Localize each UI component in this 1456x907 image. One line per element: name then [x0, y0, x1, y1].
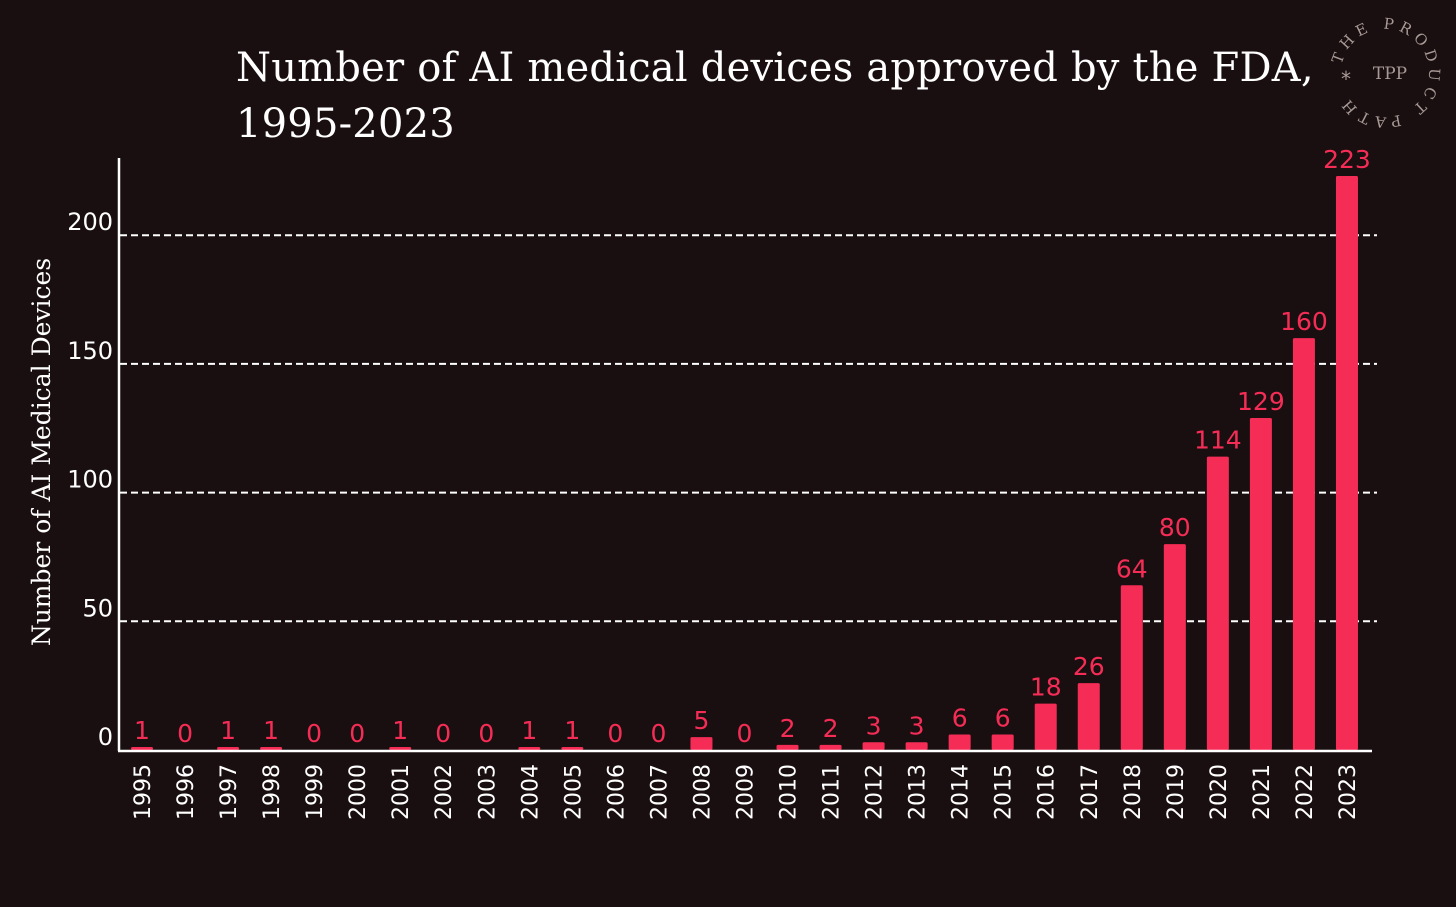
data-label-2022: 160 [1280, 307, 1328, 336]
data-label-2011: 2 [823, 714, 839, 743]
data-label-1998: 1 [263, 716, 279, 745]
chart-title-line1: Number of AI medical devices approved by… [236, 45, 1314, 91]
bar-2014 [948, 734, 971, 750]
data-label-2007: 0 [650, 719, 666, 748]
data-label-2018: 64 [1116, 554, 1148, 583]
data-label-2003: 0 [478, 719, 494, 748]
chart-title-line2: 1995-2023 [236, 101, 455, 147]
bar-1997 [217, 747, 240, 750]
data-label-2002: 0 [435, 719, 451, 748]
data-label-2006: 0 [607, 719, 623, 748]
data-label-2009: 0 [737, 719, 753, 748]
y-tick-label-200: 200 [67, 208, 113, 236]
chart-title: Number of AI medical devices approved by… [236, 40, 1316, 152]
x-tick-label-2005: 2005 [561, 764, 586, 820]
y-tick-label-100: 100 [67, 466, 113, 494]
x-tick-label-1998: 1998 [260, 764, 285, 820]
data-label-2016: 18 [1030, 673, 1062, 702]
x-tick-label-2007: 2007 [647, 764, 672, 820]
bar-2016 [1034, 703, 1057, 750]
bar-2023 [1335, 176, 1358, 750]
x-tick-label-2020: 2020 [1207, 764, 1232, 820]
y-tick-label-150: 150 [67, 337, 113, 365]
x-tick-label-2018: 2018 [1121, 764, 1146, 820]
data-label-2008: 5 [693, 706, 709, 735]
bar-2008 [690, 737, 713, 750]
bar-2021 [1249, 417, 1272, 750]
bar-2015 [991, 734, 1014, 750]
x-tick-label-2001: 2001 [389, 764, 414, 820]
x-tick-label-2010: 2010 [777, 764, 802, 820]
bar-2004 [518, 747, 541, 750]
x-tick-label-1995: 1995 [131, 764, 156, 820]
x-tick-label-2008: 2008 [690, 764, 715, 820]
data-label-2015: 6 [995, 704, 1011, 733]
x-tick-label-2000: 2000 [346, 764, 371, 820]
x-tick-label-2017: 2017 [1078, 764, 1103, 820]
x-tick-label-2011: 2011 [820, 764, 845, 820]
bar-2001 [389, 747, 412, 750]
x-tick-label-2022: 2022 [1293, 764, 1318, 820]
data-label-1995: 1 [134, 716, 150, 745]
data-label-1999: 0 [306, 719, 322, 748]
bar-1995 [131, 747, 153, 750]
x-tick-label-2014: 2014 [949, 764, 974, 820]
data-labels: 1 0 1 1 0 0 1 0 0 1 1 0 0 5 0 2 2 3 3 6 61826648011412916022… [134, 145, 1371, 748]
bars [131, 176, 1358, 750]
y-axis-label: Number of AI Medical Devices [27, 258, 56, 646]
data-label-2013: 3 [909, 711, 925, 740]
bar-2020 [1206, 456, 1229, 750]
grid-lines [120, 234, 1377, 623]
data-label-2004: 1 [521, 716, 537, 745]
y-tick-label-0: 0 [98, 723, 113, 751]
bar-2010 [776, 744, 799, 750]
data-label-1997: 1 [220, 716, 236, 745]
data-label-2005: 1 [564, 716, 580, 745]
x-tick-label-2003: 2003 [475, 764, 500, 820]
bar-2013 [905, 742, 928, 750]
data-label-2000: 0 [349, 719, 365, 748]
bar-1998 [260, 747, 283, 750]
x-tick-labels: 1995 1996 1997 1998 1999 2000 2001 2002 2003 2004… [131, 764, 1361, 820]
the-product-path-logo: THE PRODUCT PATH TPP * [1328, 15, 1438, 132]
data-label-2023: 223 [1323, 145, 1371, 174]
data-label-2020: 114 [1194, 426, 1242, 455]
data-label-2017: 26 [1073, 652, 1105, 681]
y-tick-labels: 0 50 100 150 200 [67, 208, 113, 751]
x-tick-label-2015: 2015 [992, 764, 1017, 820]
y-tick-label-50: 50 [82, 594, 113, 622]
x-tick-label-2002: 2002 [432, 764, 457, 820]
x-tick-label-1999: 1999 [303, 764, 328, 820]
bar-2017 [1077, 683, 1100, 750]
bar-2011 [819, 744, 842, 750]
x-tick-label-2004: 2004 [518, 764, 543, 820]
bar-2018 [1120, 585, 1143, 750]
x-tick-label-1996: 1996 [174, 764, 199, 820]
data-label-1996: 0 [177, 719, 193, 748]
bar-2019 [1163, 544, 1186, 750]
data-label-2001: 1 [392, 716, 408, 745]
x-tick-label-2009: 2009 [733, 764, 758, 820]
data-label-2014: 6 [952, 704, 968, 733]
data-label-2010: 2 [780, 714, 796, 743]
bar-2022 [1292, 338, 1315, 750]
x-tick-label-2016: 2016 [1035, 764, 1060, 820]
bar-2005 [561, 747, 584, 750]
data-label-2019: 80 [1159, 513, 1191, 542]
x-tick-label-2012: 2012 [863, 764, 888, 820]
data-label-2012: 3 [866, 711, 882, 740]
x-tick-label-2013: 2013 [906, 764, 931, 820]
data-label-2021: 129 [1237, 387, 1285, 416]
x-tick-label-1997: 1997 [217, 764, 242, 820]
logo-star-icon: * [1341, 67, 1351, 91]
bar-2012 [862, 742, 885, 750]
x-tick-label-2006: 2006 [604, 764, 629, 820]
x-tick-label-2021: 2021 [1250, 764, 1275, 820]
x-tick-label-2023: 2023 [1336, 764, 1361, 820]
x-tick-label-2019: 2019 [1164, 764, 1189, 820]
logo-center-text: TPP [1373, 64, 1407, 84]
